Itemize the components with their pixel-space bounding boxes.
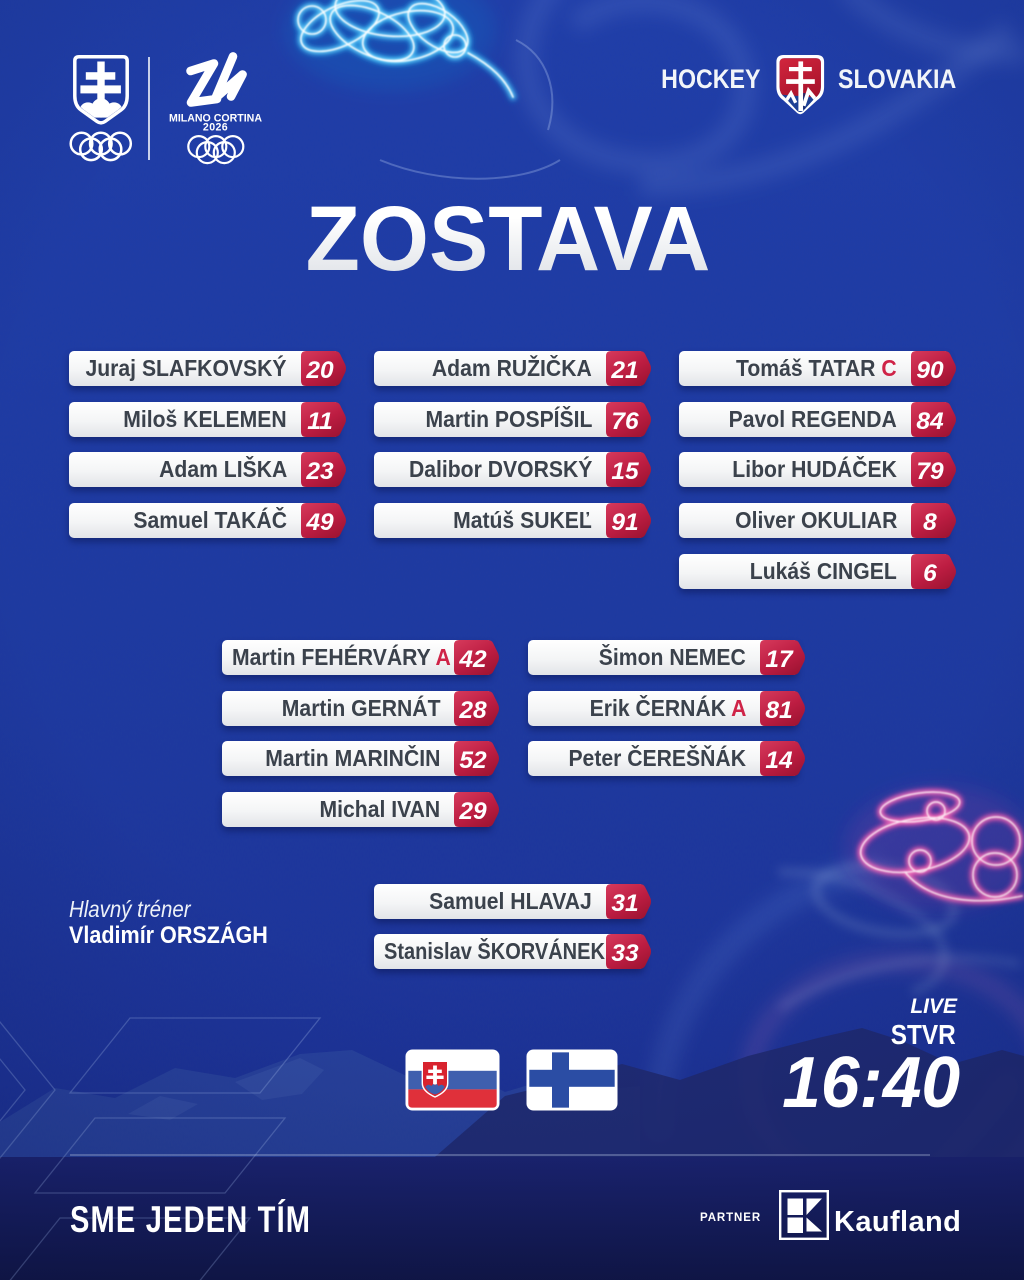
svg-text:MILANO CORTINA: MILANO CORTINA [169, 113, 262, 125]
svg-text:2026: 2026 [203, 122, 228, 134]
